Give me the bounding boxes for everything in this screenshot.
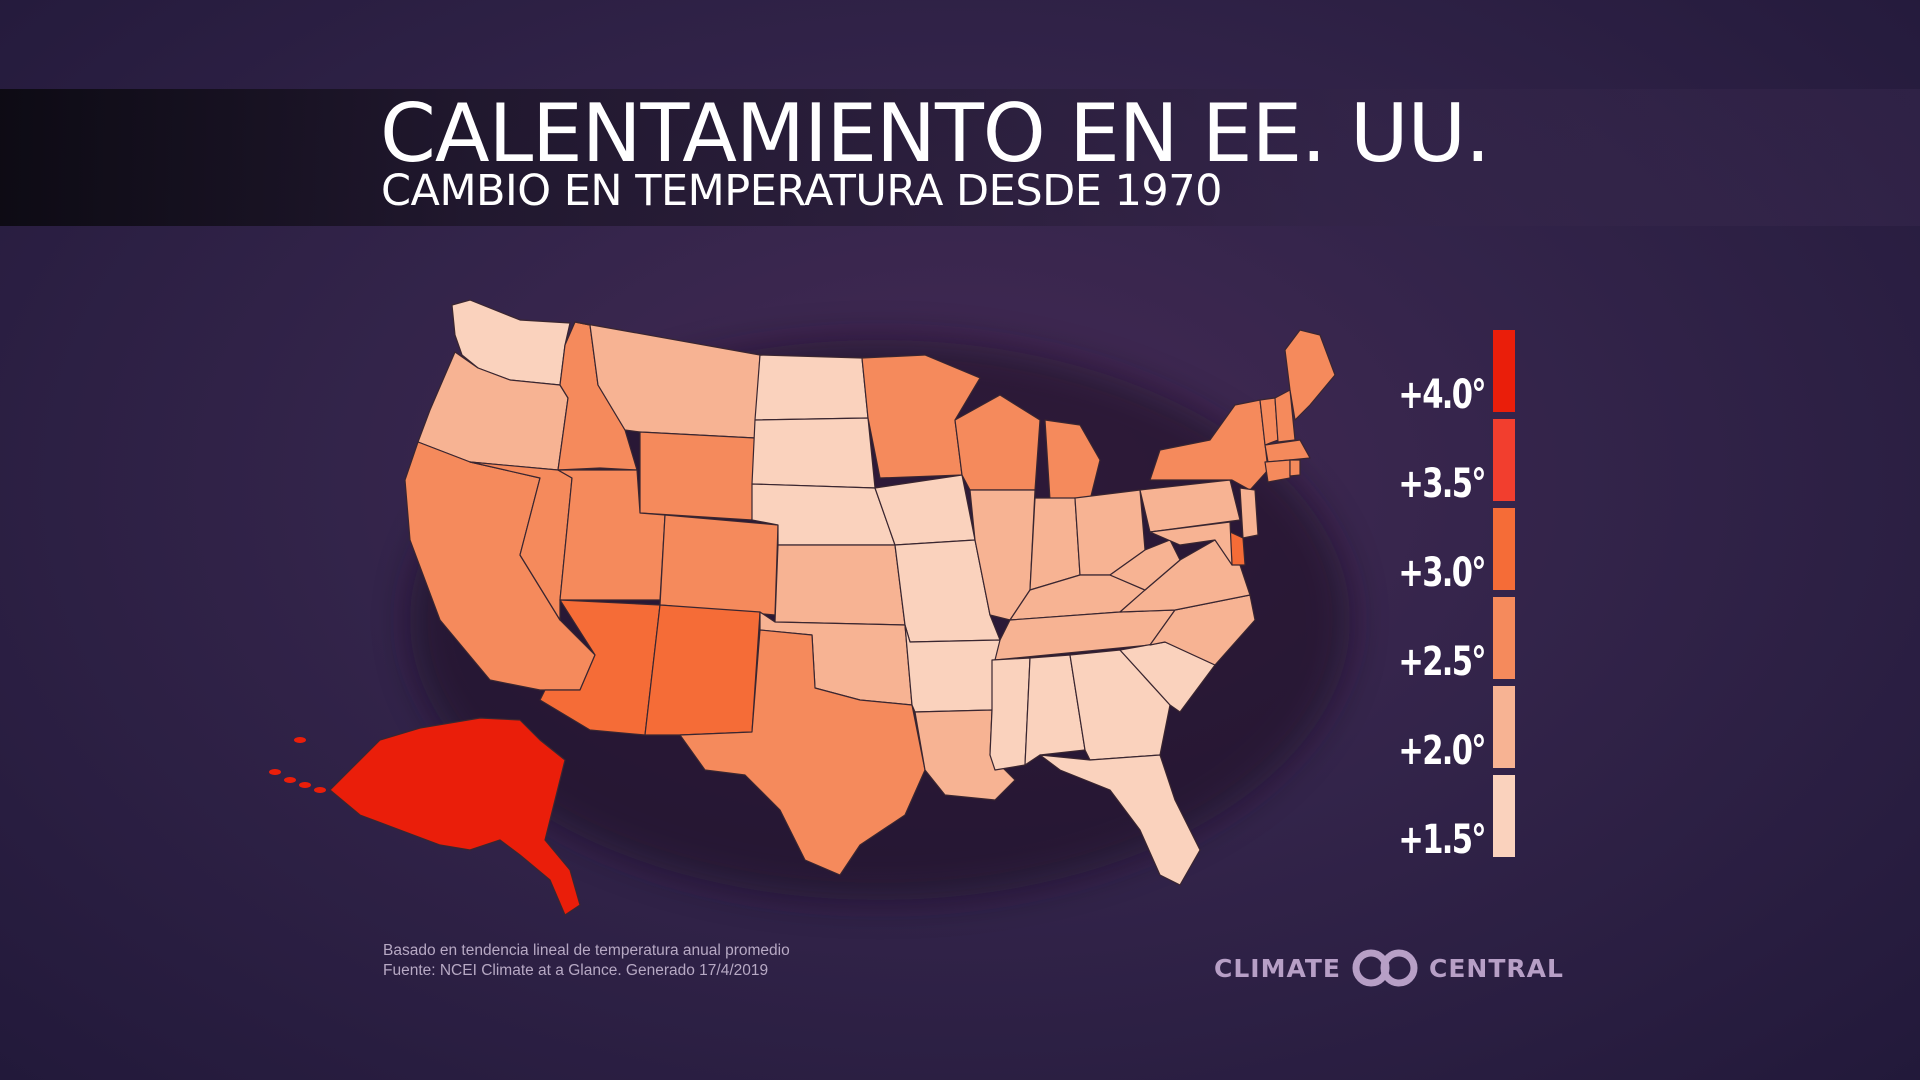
legend-label: +4.0° bbox=[1398, 372, 1486, 418]
page-title: CALENTAMIENTO EN EE. UU. bbox=[380, 87, 1491, 180]
state-texas bbox=[679, 629, 926, 876]
page-subtitle: CAMBIO EN TEMPERATURA DESDE 1970 bbox=[381, 166, 1223, 216]
legend-label: +3.0° bbox=[1398, 550, 1486, 596]
legend-label: +2.5° bbox=[1398, 639, 1486, 685]
alaska-island-1 bbox=[299, 782, 311, 788]
state-north-dakota bbox=[754, 354, 869, 421]
state-florida bbox=[1039, 754, 1201, 886]
legend: +4.0° +3.5° +3.0° +2.5° +2.0° +1.5° bbox=[1390, 330, 1520, 865]
state-new-mexico bbox=[644, 604, 761, 736]
alaska-island-3 bbox=[269, 769, 281, 775]
logo-text-climate: CLIMATE bbox=[1214, 953, 1341, 983]
footnote-method: Basado en tendencia lineal de temperatur… bbox=[383, 942, 790, 959]
logo-text-central: CENTRAL bbox=[1429, 953, 1564, 983]
legend-label: +3.5° bbox=[1398, 461, 1486, 507]
state-new-hampshire bbox=[1274, 389, 1296, 443]
legend-swatch bbox=[1493, 330, 1515, 412]
state-west-virginia bbox=[1109, 539, 1181, 591]
legend-label: +1.5° bbox=[1398, 817, 1486, 863]
state-new-jersey bbox=[1239, 487, 1259, 539]
state-kansas bbox=[774, 544, 906, 626]
state-rhode-island bbox=[1289, 459, 1301, 477]
state-pennsylvania bbox=[1139, 479, 1241, 533]
title-band bbox=[0, 89, 1920, 226]
state-mississippi bbox=[989, 657, 1031, 771]
legend-label: +2.0° bbox=[1398, 728, 1486, 774]
state-indiana bbox=[1029, 497, 1081, 591]
legend-swatch bbox=[1493, 419, 1515, 501]
climate-central-logo: CLIMATE CENTRAL bbox=[1214, 948, 1564, 988]
alaska-island-0 bbox=[314, 787, 326, 793]
state-connecticut bbox=[1264, 459, 1291, 483]
footnote-source: Fuente: NCEI Climate at a Glance. Genera… bbox=[383, 962, 769, 979]
state-maine bbox=[1284, 329, 1336, 421]
state-wyoming bbox=[639, 431, 756, 521]
legend-swatch bbox=[1493, 686, 1515, 768]
infinity-logo-icon bbox=[1352, 949, 1418, 987]
state-alabama bbox=[1024, 654, 1086, 766]
state-alaska bbox=[329, 717, 581, 916]
state-michigan bbox=[1044, 419, 1101, 501]
legend-swatch bbox=[1493, 508, 1515, 590]
state-colorado bbox=[659, 514, 779, 616]
state-maryland bbox=[1149, 521, 1233, 566]
state-south-dakota bbox=[751, 417, 876, 489]
state-massachusetts bbox=[1264, 439, 1311, 463]
alaska-island-2 bbox=[284, 777, 296, 783]
alaska-island-4 bbox=[294, 737, 306, 743]
legend-swatch bbox=[1493, 775, 1515, 857]
legend-swatch bbox=[1493, 597, 1515, 679]
